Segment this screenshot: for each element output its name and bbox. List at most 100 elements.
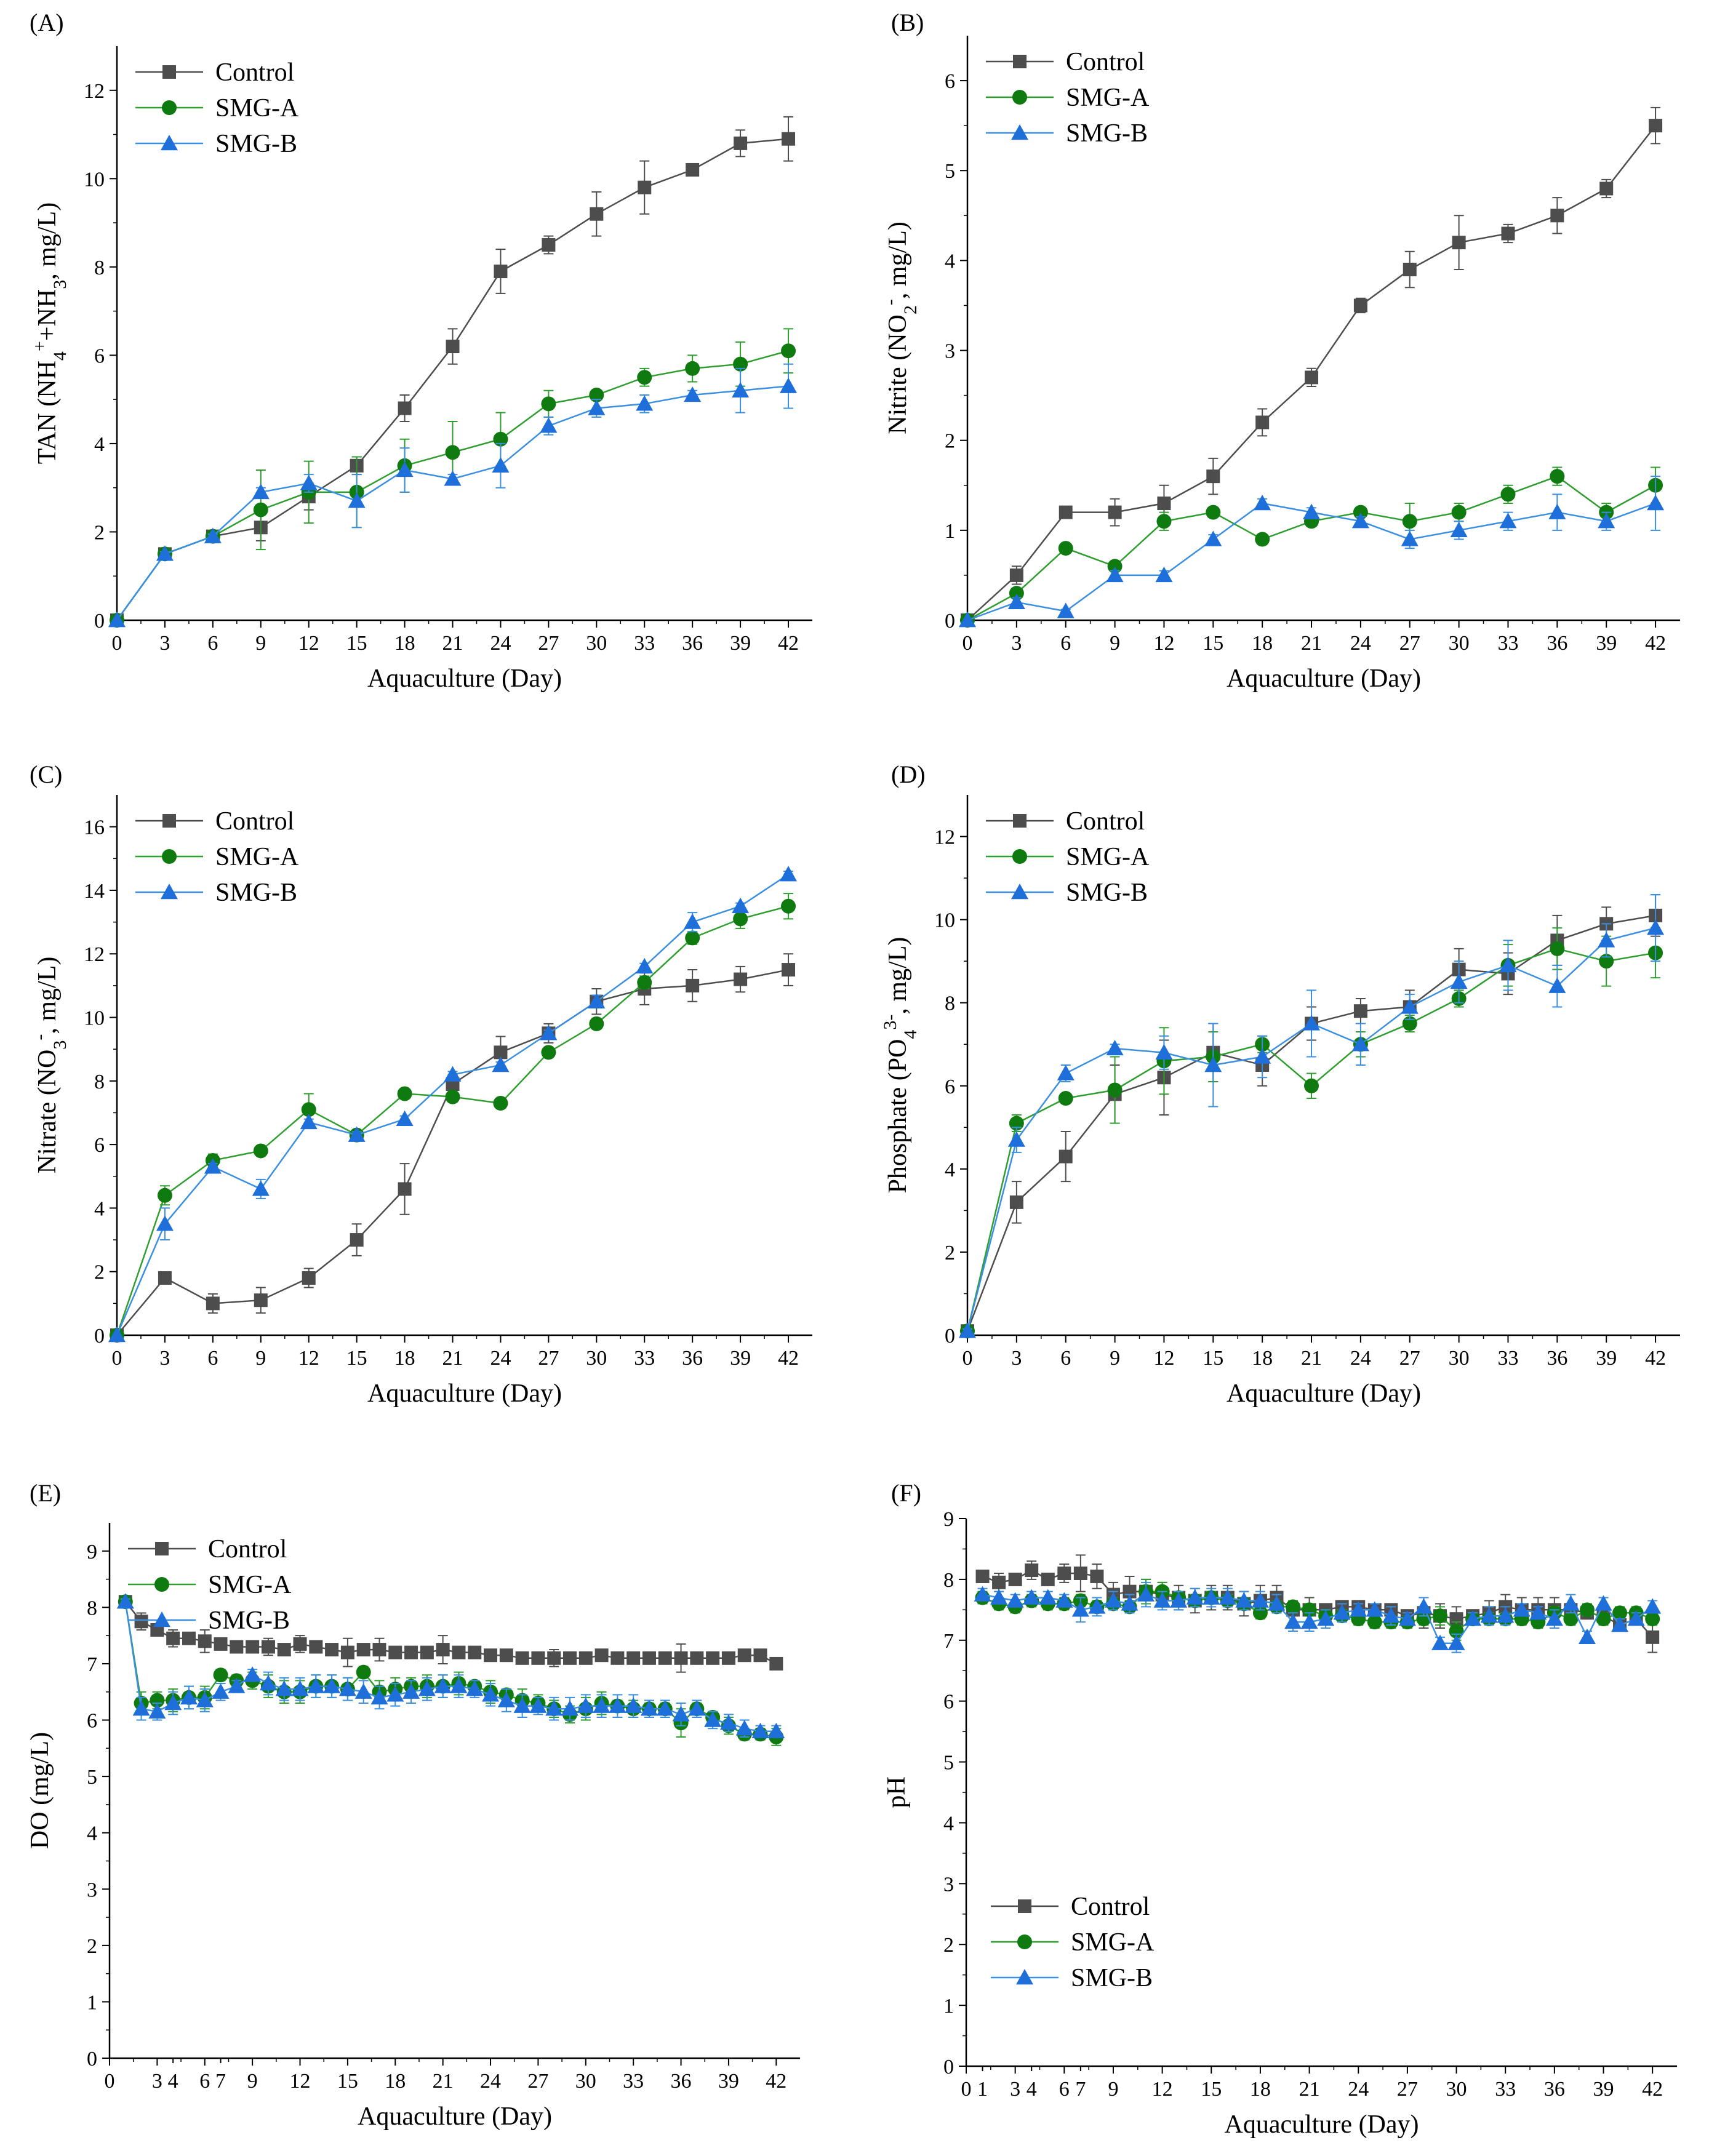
data-point [370, 1688, 388, 1705]
legend: Control SMG-A SMG-B [991, 1893, 1155, 1992]
data-point [494, 1045, 508, 1060]
data-point [590, 207, 604, 221]
data-point [132, 1700, 150, 1716]
data-point [734, 136, 748, 150]
data-point [1351, 513, 1369, 529]
data-point [1353, 505, 1368, 520]
x-tick-label: 18 [385, 2070, 406, 2093]
data-point [1398, 1610, 1416, 1626]
data-point [594, 1648, 609, 1663]
x-tick-label: 6 [1059, 2078, 1070, 2101]
data-point [1366, 1601, 1383, 1617]
data-point [309, 1640, 323, 1654]
data-point [1612, 1605, 1628, 1621]
data-point [1137, 1586, 1155, 1602]
y-axis-label: DO (mg/L) [26, 1732, 54, 1849]
data-point [356, 1643, 370, 1657]
data-point [397, 1086, 412, 1101]
data-point [672, 1706, 690, 1722]
data-point [1106, 566, 1124, 583]
data-point [1088, 1598, 1106, 1614]
data-point [684, 913, 702, 929]
data-point [545, 1700, 563, 1716]
data-point [148, 1703, 166, 1719]
x-tick-label: 30 [586, 1347, 607, 1370]
data-point [1302, 1602, 1317, 1618]
data-point [1401, 998, 1419, 1014]
legend-marker [162, 65, 176, 79]
y-tick-label: 4 [87, 1823, 97, 1845]
data-point [685, 930, 700, 946]
x-tick-label: 12 [1153, 632, 1174, 655]
data-point [1497, 1607, 1515, 1623]
data-point [300, 1113, 318, 1130]
legend: Control SMG-A SMG-B [986, 48, 1150, 148]
series-line [116, 138, 789, 621]
data-point [348, 492, 366, 508]
data-point [468, 1645, 482, 1659]
legend: Control SMG-A SMG-B [135, 807, 299, 907]
data-point [588, 992, 606, 1008]
x-tick-label: 42 [778, 1347, 799, 1370]
x-tick-label: 12 [1152, 2078, 1173, 2101]
x-tick-label: 15 [346, 1347, 367, 1370]
y-tick-label: 8 [94, 1071, 105, 1093]
data-point [1108, 505, 1122, 519]
data-point [721, 1651, 735, 1665]
data-point [1579, 1602, 1595, 1618]
data-point [1153, 1592, 1171, 1608]
y-tick-label: 6 [94, 345, 105, 367]
series-smg-b [116, 1593, 785, 1739]
y-tick-label: 4 [945, 1159, 955, 1181]
data-point [593, 1697, 610, 1713]
data-point [1186, 1589, 1204, 1605]
series-smg-b [974, 1581, 1662, 1653]
x-tick-label: 24 [490, 1347, 511, 1370]
y-axis-label: pH [883, 1776, 911, 1808]
x-tick-label: 21 [1301, 1347, 1322, 1370]
x-axis-label: Aquaculture (Day) [367, 665, 562, 693]
data-point [1350, 1601, 1367, 1617]
data-point [1008, 1572, 1022, 1586]
data-point [674, 1651, 688, 1665]
chart-panel-b: (B)0 3 6 9 12 15 18 21 24 27 30 33 36 39 420123456Aqua… [880, 9, 1680, 693]
data-point [1464, 1610, 1482, 1626]
data-point [259, 1675, 277, 1691]
data-point [1104, 1592, 1122, 1608]
series-control [118, 1595, 783, 1673]
data-point [959, 1322, 976, 1338]
data-point [445, 1089, 460, 1104]
x-tick-label: 24 [1350, 1347, 1371, 1370]
x-tick-label: 18 [394, 632, 415, 655]
legend: Control SMG-A SMG-B [128, 1535, 292, 1635]
legend-marker [1012, 90, 1027, 105]
data-point [610, 1651, 625, 1665]
legend-label: Control [1066, 807, 1145, 836]
y-tick-label: 8 [945, 992, 955, 1015]
data-point [1254, 495, 1271, 511]
data-point [1303, 503, 1321, 519]
data-point [157, 1188, 172, 1203]
data-point [402, 1683, 420, 1699]
x-tick-label: 36 [682, 1347, 703, 1370]
data-point [513, 1697, 531, 1713]
legend-label: Control [1066, 48, 1145, 76]
data-point [990, 1589, 1008, 1605]
series-smg-b [108, 866, 798, 1343]
data-point [156, 545, 174, 561]
y-tick-label: 4 [94, 433, 105, 456]
data-point [1562, 1595, 1580, 1611]
chart-panel-d: (D)0 3 6 9 12 15 18 21 24 27 30 33 36 39 42024681012Aq… [880, 761, 1680, 1408]
data-point [206, 1296, 220, 1311]
data-point [350, 1233, 364, 1247]
data-point [164, 1695, 182, 1711]
y-tick-label: 10 [84, 1007, 105, 1030]
data-point [1353, 1004, 1367, 1018]
data-point [493, 1095, 508, 1111]
panel-label: (D) [891, 761, 926, 788]
legend-label: SMG-A [215, 843, 299, 871]
data-point [166, 1631, 180, 1645]
x-tick-label: 6 [207, 632, 218, 655]
x-tick-label: 15 [1203, 632, 1223, 655]
x-tick-label: 30 [575, 2070, 596, 2093]
